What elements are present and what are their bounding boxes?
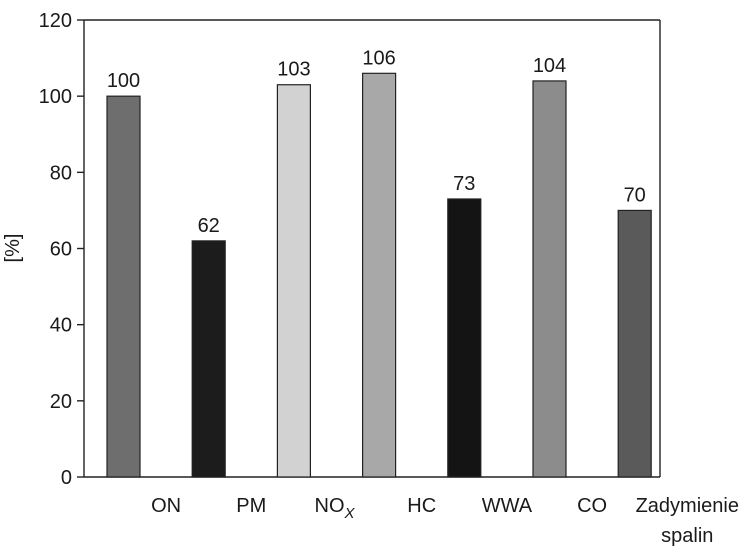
data-label: 104 (533, 55, 566, 77)
category-label: ON (151, 495, 181, 517)
category-labels-group: ON PM NOX HC WWA CO Zadymienie spalin (151, 495, 739, 547)
data-label: 100 (107, 70, 140, 92)
category-label: PM (236, 495, 266, 517)
y-axis-ticks: 0 20 40 60 80 100 120 (39, 10, 84, 489)
category-label: Zadymienie spalin (636, 495, 739, 547)
category-label-line: PM (236, 495, 266, 517)
y-tick-label: 100 (39, 86, 72, 108)
bar-zadymienie-spalin (617, 209, 652, 478)
bar-no-x (276, 84, 311, 478)
y-tick-label: 60 (50, 239, 72, 261)
category-label-line: spalin (661, 525, 713, 547)
bar-pm (191, 240, 226, 478)
category-label: HC (407, 495, 436, 517)
bar-on (106, 95, 141, 478)
y-tick-label: 20 (50, 391, 72, 413)
data-label: 103 (277, 59, 310, 81)
y-tick-label: 0 (61, 467, 72, 489)
category-label: CO (577, 495, 607, 517)
y-tick-label: 80 (50, 162, 72, 184)
category-label: WWA (482, 495, 533, 517)
data-label: 62 (198, 215, 220, 237)
category-label-line: WWA (482, 495, 533, 517)
data-label: 106 (362, 47, 395, 69)
data-labels-group: 100 62 103 106 73 104 70 (107, 47, 646, 237)
data-label: 73 (453, 173, 475, 195)
bar-co (532, 80, 567, 478)
category-label-subscript: X (344, 505, 356, 522)
category-label-line: NO (315, 495, 345, 517)
bar-wwa (447, 198, 482, 478)
data-label: 70 (624, 184, 646, 206)
y-tick-label: 40 (50, 315, 72, 337)
category-label-line: CO (577, 495, 607, 517)
category-label-line: HC (407, 495, 436, 517)
category-label-line: Zadymienie (636, 495, 739, 517)
y-axis-title: [%] (2, 234, 24, 263)
bars-group (106, 72, 652, 478)
category-label-line: ON (151, 495, 181, 517)
bar-hc (362, 72, 397, 478)
y-tick-label: 120 (39, 10, 72, 32)
category-label: NOX (315, 495, 356, 522)
